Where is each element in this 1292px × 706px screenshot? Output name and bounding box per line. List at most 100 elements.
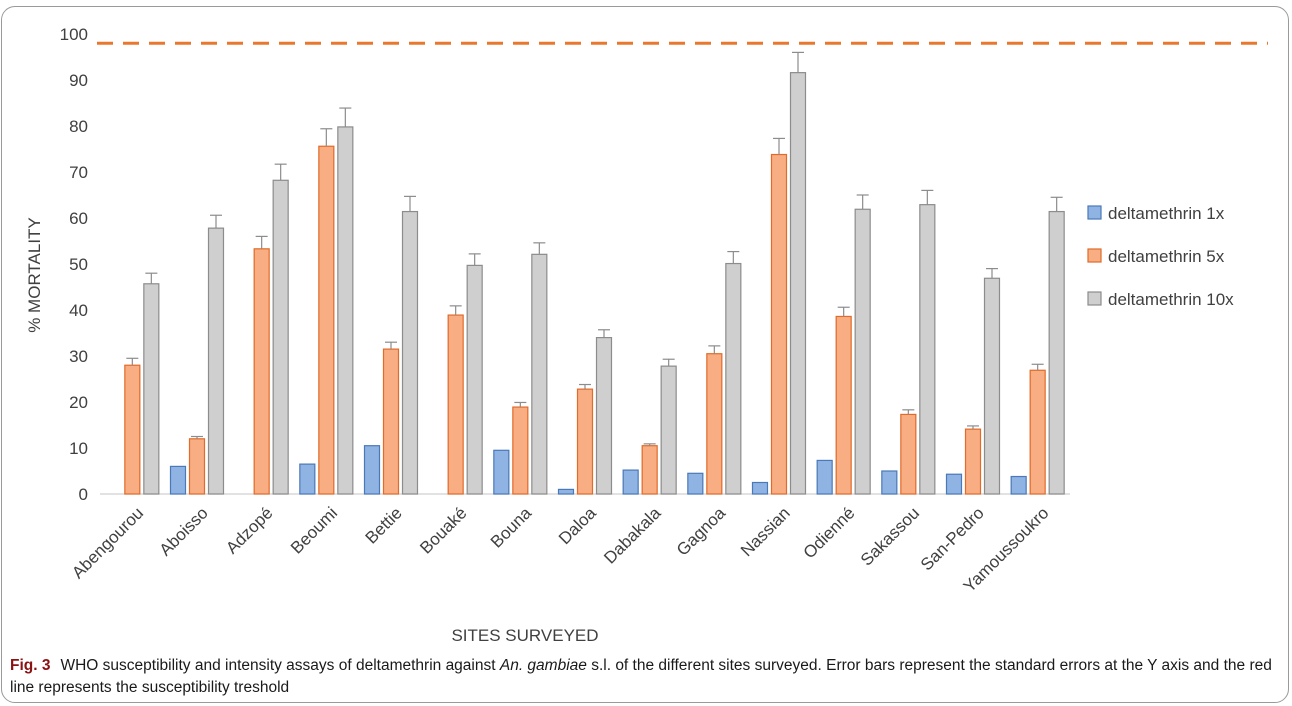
x-tick-label: Adzopé	[222, 503, 276, 557]
y-tick-label: 60	[69, 209, 88, 228]
bar	[835, 315, 852, 495]
error-bar	[404, 195, 416, 212]
x-tick-label: Beoumi	[287, 503, 341, 557]
bar	[706, 353, 723, 495]
bar	[363, 445, 381, 495]
bar	[493, 449, 510, 495]
error-bar	[986, 268, 998, 279]
y-tick-label: 70	[69, 163, 88, 182]
bar	[854, 208, 871, 495]
y-tick-label: 30	[69, 347, 88, 366]
bar	[595, 337, 613, 495]
y-tick-label: 50	[69, 255, 88, 274]
bar	[881, 470, 898, 495]
error-bar	[708, 345, 721, 354]
bar	[188, 438, 206, 495]
error-bar	[902, 409, 915, 415]
bar	[512, 406, 529, 495]
bar	[900, 413, 917, 495]
x-tick-label: Dabakala	[600, 503, 665, 568]
legend-swatch	[1087, 291, 1102, 306]
y-tick-label: 100	[60, 25, 88, 44]
error-bar	[449, 305, 462, 316]
bar	[770, 153, 788, 495]
bar	[1048, 210, 1065, 495]
error-bar	[967, 425, 979, 430]
bar	[557, 488, 575, 495]
caption-species: An. gambiae	[499, 657, 587, 674]
bar	[687, 472, 704, 495]
legend-label: deltamethrin 5x	[1108, 247, 1225, 266]
legend-swatch	[1087, 248, 1102, 263]
bar	[964, 428, 982, 495]
x-tick-label: Odienné	[800, 503, 859, 562]
bars-layer	[124, 51, 1065, 495]
bar	[253, 248, 270, 495]
x-tick-label: San-Pedro	[917, 503, 988, 574]
figure-label: Fig. 3	[10, 657, 51, 674]
error-bar	[921, 189, 934, 205]
error-bar	[385, 341, 397, 350]
legend-label: deltamethrin 1x	[1108, 204, 1225, 223]
bar	[725, 262, 742, 495]
bar	[401, 210, 419, 495]
bar	[124, 364, 141, 495]
bar	[318, 145, 335, 495]
error-bar	[533, 242, 546, 255]
legend-label: deltamethrin 10x	[1108, 290, 1234, 309]
error-bar	[210, 214, 222, 229]
y-axis-label: % MORTALITY	[25, 217, 44, 333]
error-bar	[579, 383, 591, 390]
x-tick-label: Sakassou	[857, 503, 923, 569]
y-tick-label: 0	[79, 485, 88, 504]
error-bar	[145, 272, 158, 284]
bar	[447, 314, 464, 495]
bar	[622, 469, 639, 495]
error-bar	[255, 235, 268, 249]
bar	[466, 264, 483, 495]
bar	[207, 227, 225, 495]
bar-chart: 0 10 20 30 40 50 60 70 80 90 100 Abengourou Aboisso A…	[25, 25, 1268, 645]
error-bar	[662, 358, 675, 367]
error-bar	[837, 306, 850, 317]
x-tick-label: Nassian	[737, 503, 794, 560]
bar	[983, 277, 1001, 495]
y-tick-label: 40	[69, 301, 88, 320]
bar	[337, 126, 354, 495]
error-bar	[856, 194, 869, 210]
legend-entry: deltamethrin 10x	[1087, 290, 1234, 309]
y-tick-label: 90	[69, 71, 88, 90]
bar	[751, 481, 769, 495]
y-tick-label: 20	[69, 393, 88, 412]
error-bar	[1050, 196, 1063, 212]
error-bar	[274, 163, 287, 181]
x-axis-label: SITES SURVEYED	[451, 626, 598, 645]
x-tick-label: Bouaké	[416, 503, 470, 557]
bar	[789, 72, 807, 495]
x-tick-label: Gagnoa	[673, 503, 730, 560]
bar	[660, 365, 677, 495]
error-bar	[727, 250, 740, 264]
error-bar	[468, 253, 481, 266]
bar	[299, 463, 316, 495]
x-tick-label: Bouna	[487, 503, 536, 552]
figure-frame	[1, 6, 1289, 703]
caption-text-after: s.l. of the different sites surveyed. Er…	[10, 657, 1272, 696]
error-bar	[792, 51, 804, 73]
error-bar	[598, 329, 610, 338]
x-tick-label: Abengourou	[68, 503, 147, 582]
bar	[816, 459, 833, 495]
legend: deltamethrin 1x deltamethrin 5x deltamethr…	[1087, 204, 1234, 309]
error-bar	[191, 435, 203, 439]
bar	[382, 348, 400, 495]
legend-entry: deltamethrin 1x	[1087, 204, 1225, 223]
bar	[1029, 369, 1046, 495]
figure-caption: Fig. 3 WHO susceptibility and intensity a…	[10, 655, 1280, 699]
x-tick-label: Daloa	[555, 503, 600, 548]
bar	[641, 445, 658, 495]
error-bar	[126, 357, 139, 366]
error-bar	[514, 401, 527, 408]
error-bar	[1031, 363, 1044, 371]
bar	[1010, 475, 1027, 495]
bar	[143, 283, 160, 495]
